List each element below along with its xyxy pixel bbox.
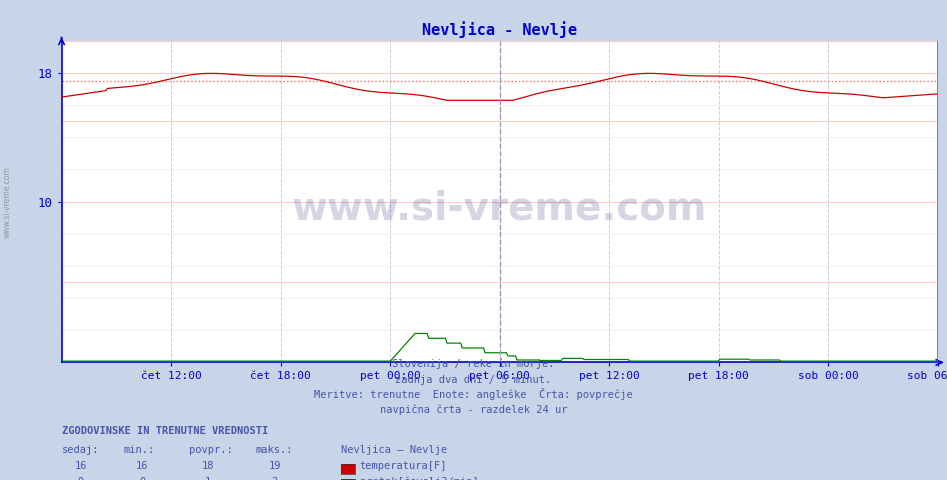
Text: 18: 18 — [202, 461, 215, 471]
Text: 16: 16 — [74, 461, 87, 471]
Text: povpr.:: povpr.: — [189, 444, 233, 455]
Text: www.si-vreme.com: www.si-vreme.com — [3, 166, 12, 238]
Text: www.si-vreme.com: www.si-vreme.com — [292, 189, 707, 227]
Text: 0: 0 — [78, 477, 83, 480]
Text: pretok[čevelj3/min]: pretok[čevelj3/min] — [360, 476, 478, 480]
Text: ZGODOVINSKE IN TRENUTNE VREDNOSTI: ZGODOVINSKE IN TRENUTNE VREDNOSTI — [62, 426, 268, 436]
Title: Nevljica - Nevlje: Nevljica - Nevlje — [422, 22, 577, 38]
Text: maks.:: maks.: — [256, 444, 294, 455]
Text: navpična črta - razdelek 24 ur: navpična črta - razdelek 24 ur — [380, 405, 567, 415]
Text: Slovenija / reke in morje.: Slovenija / reke in morje. — [392, 359, 555, 369]
Text: 1: 1 — [205, 477, 211, 480]
Text: 2: 2 — [272, 477, 277, 480]
Text: 16: 16 — [135, 461, 149, 471]
Text: 0: 0 — [139, 477, 145, 480]
Text: temperatura[F]: temperatura[F] — [360, 461, 447, 471]
Text: 19: 19 — [268, 461, 281, 471]
Text: zadnja dva dni / 5 minut.: zadnja dva dni / 5 minut. — [396, 374, 551, 384]
Text: Meritve: trenutne  Enote: angleške  Črta: povprečje: Meritve: trenutne Enote: angleške Črta: … — [314, 388, 633, 400]
Text: sedaj:: sedaj: — [62, 444, 99, 455]
Text: min.:: min.: — [123, 444, 154, 455]
Text: Nevljica – Nevlje: Nevljica – Nevlje — [341, 444, 447, 455]
